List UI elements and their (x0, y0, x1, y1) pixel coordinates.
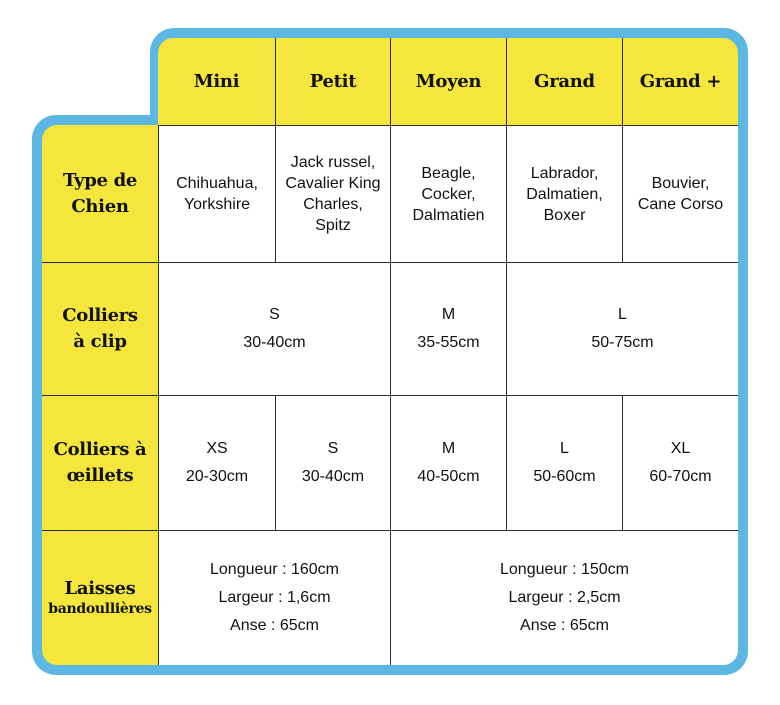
breed: Beagle, (421, 164, 476, 182)
range: 60-70cm (649, 468, 712, 485)
row-label: œillets (66, 465, 134, 486)
type-grand-plus: Bouvier, Cane Corso (622, 125, 738, 262)
breed: Spitz (315, 217, 351, 234)
handle: Anse : 65cm (230, 617, 319, 634)
breed: Dalmatien, (526, 185, 603, 203)
header-moyen: Moyen (390, 38, 506, 125)
size: XL (670, 440, 691, 457)
row-label-type: Type de Chien (42, 125, 158, 262)
breed: Chihuahua, (176, 175, 258, 192)
laisses-large: Longueur : 150cm Largeur : 2,5cm Anse : 65… (390, 530, 738, 665)
laisses-small: Longueur : 160cm Largeur : 1,6cm Anse : 65… (158, 530, 390, 665)
range: 30-40cm (301, 468, 365, 485)
size: S (327, 440, 339, 457)
oeillets-s: S 30-40cm (275, 395, 390, 530)
row-label-laisses: Laisses bandoullières (42, 530, 158, 665)
header-label: Moyen (415, 70, 482, 92)
header-grand: Grand (506, 38, 622, 125)
size: XS (206, 440, 228, 457)
header-label: Grand + (639, 70, 722, 92)
breed: Cavalier King (285, 175, 381, 192)
header-label: Petit (309, 70, 357, 92)
row-label: Type de Chien (62, 169, 138, 217)
size: M (441, 306, 456, 323)
breed: Cocker, (421, 185, 476, 203)
row-label-oeillets: Colliers à œillets (42, 395, 158, 530)
size: S (269, 306, 280, 323)
size: L (618, 306, 627, 323)
header-grand-plus: Grand + (622, 38, 738, 125)
row-label-clip: Colliers à clip (42, 262, 158, 395)
range: 40-50cm (417, 468, 480, 485)
size: L (560, 440, 569, 457)
width: Largeur : 1,6cm (218, 589, 331, 606)
range: 50-75cm (591, 334, 654, 351)
length: Longueur : 160cm (210, 561, 339, 578)
type-moyen: Beagle, Cocker, Dalmatien (390, 125, 506, 262)
type-grand: Labrador, Dalmatien, Boxer (506, 125, 622, 262)
header-petit: Petit (275, 38, 390, 125)
breed: Boxer (543, 206, 586, 224)
header-label: Grand (534, 70, 595, 92)
breed: Dalmatien (412, 206, 485, 224)
row-label: Laisses (64, 578, 136, 599)
oeillets-xl: XL 60-70cm (622, 395, 738, 530)
row-label: Colliers à (53, 439, 147, 460)
range: 35-55cm (417, 334, 480, 351)
range: 20-30cm (185, 468, 249, 485)
breed: Charles, (303, 196, 363, 213)
row-label: à clip (73, 331, 127, 352)
breed: Cane Corso (637, 196, 724, 213)
oeillets-xs: XS 20-30cm (158, 395, 275, 530)
type-petit: Jack russel, Cavalier King Charles, Spitz (275, 125, 390, 262)
type-mini: Chihuahua, Yorkshire (158, 125, 275, 262)
size: M (441, 440, 456, 457)
range: 50-60cm (533, 468, 596, 485)
breed: Jack russel, (290, 154, 376, 171)
header-label: Mini (193, 70, 240, 92)
breed: Yorkshire (183, 196, 251, 213)
row-label: Colliers (62, 305, 138, 326)
breed: Bouvier, (651, 175, 710, 192)
clip-s: S 30-40cm (158, 262, 390, 395)
row-label: bandoullières (48, 601, 152, 617)
header-mini: Mini (158, 38, 275, 125)
length: Longueur : 150cm (500, 561, 629, 578)
oeillets-m: M 40-50cm (390, 395, 506, 530)
width: Largeur : 2,5cm (508, 589, 621, 606)
clip-m: M 35-55cm (390, 262, 506, 395)
oeillets-l: L 50-60cm (506, 395, 622, 530)
breed: Labrador, (530, 164, 599, 182)
range: 30-40cm (243, 334, 306, 351)
handle: Anse : 65cm (520, 617, 609, 634)
clip-l: L 50-75cm (506, 262, 738, 395)
